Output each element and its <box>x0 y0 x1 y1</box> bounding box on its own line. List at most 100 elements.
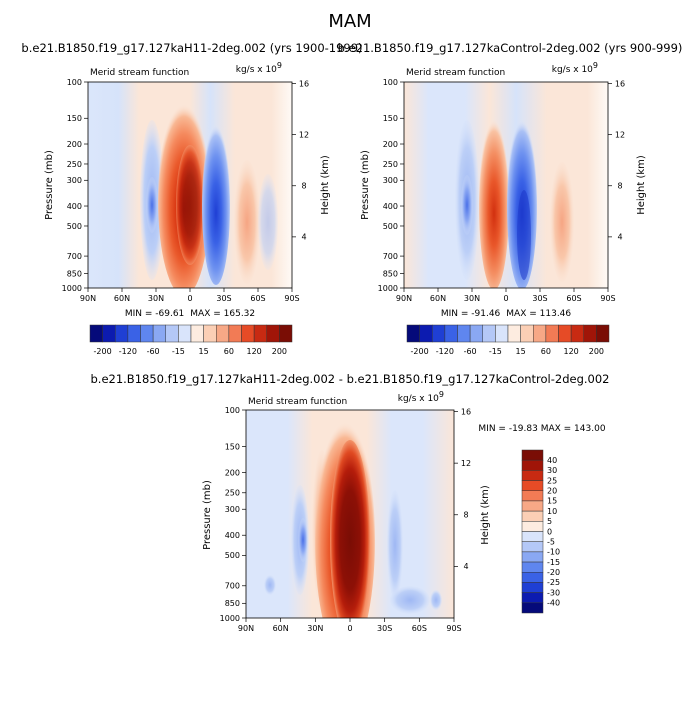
y-axis-label: Pressure (mb) <box>202 480 213 550</box>
y-tick-label: 700 <box>225 582 240 591</box>
panel-difference: b.e21.B1850.f19_g17.127kaH11-2deg.002 - … <box>90 372 609 633</box>
min-max-label: MIN = -19.83 MAX = 143.00 <box>478 424 605 434</box>
colorbar-cell <box>583 324 597 343</box>
y2-axis-label: Height (km) <box>320 155 331 215</box>
colorbar-label: 40 <box>547 456 557 465</box>
y2-axis-label: Height (km) <box>480 485 491 545</box>
y-tick-label: 700 <box>383 252 398 261</box>
colorbar-cell <box>406 324 420 343</box>
y-tick-label: 400 <box>383 202 398 211</box>
colorbar-cell <box>521 582 544 593</box>
x-tick-label: 30N <box>148 294 164 303</box>
y2-tick-label: 16 <box>461 407 471 416</box>
colorbar-label: 20 <box>547 487 557 496</box>
y-tick-label: 850 <box>225 599 240 608</box>
colorbar-cell <box>521 561 544 573</box>
colorbar-cell <box>89 324 103 343</box>
contour-blob <box>234 160 260 284</box>
colorbar-cell <box>521 459 544 471</box>
colorbar-cell <box>545 324 559 343</box>
y-tick-label: 300 <box>225 505 240 514</box>
colorbar-label: -60 <box>147 347 160 356</box>
colorbar-cell <box>570 324 584 343</box>
x-tick-label: 30S <box>377 624 392 633</box>
colorbar-label: -120 <box>436 347 454 356</box>
colorbar-label: 30 <box>547 466 557 475</box>
contour-blob <box>176 145 204 265</box>
colorbar-cell <box>521 470 544 481</box>
y2-tick-label: 8 <box>617 182 622 191</box>
contour-blob <box>258 174 278 270</box>
panel-h11: b.e21.B1850.f19_g17.127kaH11-2deg.002 (y… <box>21 41 362 319</box>
y-tick-label: 400 <box>67 202 82 211</box>
y-tick-label: 500 <box>225 551 240 560</box>
colorbar-cell <box>457 324 471 343</box>
contour-field <box>246 410 454 618</box>
contour-blob <box>202 125 230 285</box>
colorbar-cell <box>419 324 433 343</box>
panel-title: b.e21.B1850.f19_g17.127kaH11-2deg.002 (y… <box>21 41 362 55</box>
colorbar-cell <box>533 324 547 343</box>
page-title: MAM <box>328 11 371 32</box>
colorbar-label: 10 <box>547 507 557 516</box>
colorbar-label: -15 <box>489 347 502 356</box>
y-tick-label: 400 <box>225 531 240 540</box>
min-max-label: MIN = -69.61 MAX = 165.32 <box>125 309 255 319</box>
colorbar-cell <box>203 324 217 343</box>
colorbar-label: 25 <box>547 476 557 485</box>
colorbar-cell <box>521 490 544 502</box>
y-tick-label: 500 <box>67 222 82 231</box>
x-tick-label: 60S <box>412 624 427 633</box>
y-tick-label: 200 <box>383 140 398 149</box>
y2-tick-label: 12 <box>299 130 309 139</box>
contour-blob <box>479 120 509 288</box>
y-tick-label: 100 <box>383 78 398 87</box>
panel-subtitle: Merid stream function <box>90 68 189 78</box>
colorbar-top-left: -200 -120 -60 -15 15 60 120 200 <box>89 324 293 356</box>
contour-blob <box>550 162 574 282</box>
min-max-label: MIN = -91.46 MAX = 113.46 <box>441 309 572 319</box>
colorbar-cell <box>558 324 572 343</box>
contour-blob <box>387 490 403 600</box>
panel-subtitle: Merid stream function <box>248 397 347 407</box>
colorbar-cell <box>165 324 179 343</box>
colorbar-label: 15 <box>547 497 557 506</box>
units-label: kg/s x 109 <box>552 61 598 75</box>
colorbar-cell <box>521 510 544 522</box>
x-tick-label: 0 <box>347 624 352 633</box>
x-tick-label: 60N <box>114 294 130 303</box>
y-tick-label: 1000 <box>220 614 240 623</box>
x-tick-label: 30S <box>532 294 547 303</box>
colorbar-cell <box>521 531 544 542</box>
colorbar-label: -200 <box>411 347 429 356</box>
units-label: kg/s x 109 <box>236 61 282 75</box>
colorbar-cell <box>596 324 610 343</box>
y-tick-label: 700 <box>67 252 82 261</box>
colorbar-cell <box>140 324 154 343</box>
colorbar-cell <box>241 324 255 343</box>
y-tick-label: 500 <box>383 222 398 231</box>
colorbar-label: 60 <box>224 347 234 356</box>
colorbar-cell <box>520 324 534 343</box>
colorbar-cell <box>279 324 293 343</box>
x-tick-label: 60S <box>566 294 581 303</box>
y-tick-label: 150 <box>67 114 82 123</box>
colorbar-cell <box>432 324 446 343</box>
x-tick-label: 30N <box>464 294 480 303</box>
colorbar-cell <box>469 324 483 343</box>
y2-tick-label: 12 <box>615 130 625 139</box>
y-tick-label: 1000 <box>62 284 82 293</box>
colorbar-cell <box>521 541 544 553</box>
contour-field <box>404 82 608 288</box>
colorbar-label: 5 <box>547 517 552 526</box>
y-tick-label: 300 <box>383 176 398 185</box>
colorbar-label: -60 <box>464 347 477 356</box>
y-tick-label: 250 <box>225 489 240 498</box>
colorbar-label: -5 <box>547 537 555 546</box>
x-tick-label: 30S <box>216 294 231 303</box>
y-tick-label: 850 <box>383 269 398 278</box>
colorbar-cell <box>228 324 242 343</box>
